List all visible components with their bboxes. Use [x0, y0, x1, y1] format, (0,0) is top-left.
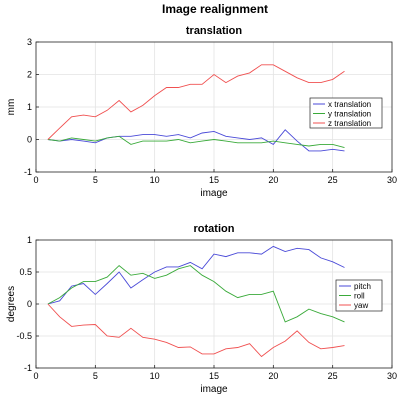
y-axis-label: degrees: [6, 286, 17, 322]
chart-title: rotation: [194, 223, 235, 235]
y-tick-label: -1: [24, 363, 32, 373]
y-axis-label: mm: [6, 99, 17, 116]
legend-label: y translation: [328, 110, 371, 119]
y-tick-label: -1: [24, 167, 32, 177]
y-tick-label: 2: [27, 70, 32, 80]
x-tick-label: 0: [33, 175, 38, 185]
series-line-z-translation: [47, 64, 345, 140]
y-tick-label: 1: [27, 235, 32, 245]
legend-label: roll: [354, 292, 365, 301]
chart-panel-2: 0 5 10 15 20 25 30 -1 -0.5 0 0.5 1 rotation image degr…: [6, 223, 397, 395]
y-tick-label: 0: [27, 299, 32, 309]
x-tick-label: 20: [268, 175, 278, 185]
y-tick-label: 3: [27, 37, 32, 47]
x-tick-label: 30: [387, 175, 397, 185]
series-line-yaw: [47, 303, 345, 358]
x-tick-label: 15: [209, 371, 219, 381]
y-tick-label: 1: [27, 102, 32, 112]
series-line-x-translation: [47, 129, 345, 152]
x-tick-label: 25: [328, 175, 338, 185]
x-tick-label: 20: [268, 371, 278, 381]
y-tick-label: 0.5: [19, 267, 32, 277]
series-line-roll: [47, 264, 345, 323]
x-tick-label: 15: [209, 175, 219, 185]
x-tick-label: 0: [33, 371, 38, 381]
x-tick-label: 10: [150, 175, 160, 185]
legend-label: pitch: [354, 282, 371, 291]
legend-label: yaw: [354, 301, 368, 310]
x-tick-label: 5: [93, 371, 98, 381]
y-tick-label: 0: [27, 135, 32, 145]
legend-label: x translation: [328, 100, 371, 109]
y-tick-label: -0.5: [16, 331, 32, 341]
chart-title: translation: [186, 25, 243, 37]
x-tick-label: 10: [150, 371, 160, 381]
x-tick-label: 5: [93, 175, 98, 185]
x-tick-label: 30: [387, 371, 397, 381]
x-axis-label: image: [200, 188, 228, 199]
x-tick-label: 25: [328, 371, 338, 381]
x-axis-label: image: [200, 384, 228, 395]
legend-label: z translation: [328, 119, 371, 128]
figure-title: Image realignment: [162, 2, 268, 16]
series-line-pitch: [47, 245, 345, 305]
series-line-y-translation: [47, 135, 345, 149]
